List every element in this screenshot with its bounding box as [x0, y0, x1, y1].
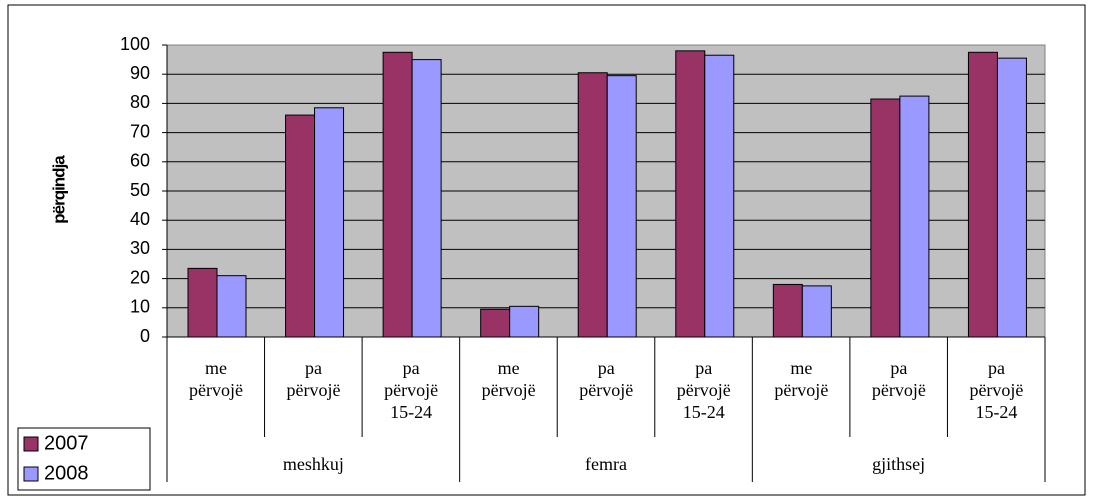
legend-label: 2007: [44, 432, 89, 454]
bar: [675, 50, 706, 338]
group-label: femra: [585, 454, 627, 474]
bar: [480, 308, 511, 338]
bar: [285, 114, 316, 338]
legend-label: 2008: [44, 462, 89, 484]
y-tick-label: 70: [130, 121, 150, 141]
y-tick-label: 10: [130, 297, 150, 317]
bar: [870, 98, 901, 338]
x-tick-label: pa përvojë 15-24: [676, 358, 731, 422]
y-tick-label: 30: [130, 238, 150, 258]
legend-swatch: [23, 436, 39, 452]
legend-box: [17, 427, 151, 491]
x-tick-label: me përvojë: [189, 358, 243, 400]
bar: [187, 267, 218, 338]
x-tick-label: me përvojë: [774, 358, 829, 400]
y-axis-label: përqindja: [49, 155, 68, 224]
bar: [382, 51, 413, 338]
x-tick-label: pa përvojë: [871, 358, 926, 400]
y-tick-label: 90: [130, 63, 150, 83]
legend-swatch: [23, 466, 39, 482]
y-tick-label: 50: [130, 180, 150, 200]
bar: [899, 95, 930, 338]
x-tick-label: pa përvojë 15-24: [969, 358, 1024, 422]
bar: [801, 285, 832, 338]
group-label: meshkuj: [283, 454, 344, 474]
y-tick-label: 60: [130, 151, 150, 171]
bar: [996, 57, 1027, 338]
bar: [216, 275, 247, 338]
bar: [411, 59, 442, 338]
x-tick-label: pa përvojë: [579, 358, 634, 400]
bar: [967, 51, 998, 338]
y-tick-label: 100: [120, 34, 150, 54]
bar: [577, 72, 608, 338]
group-label: gjithsej: [872, 454, 925, 474]
bar: [314, 107, 345, 338]
bar: [606, 75, 637, 338]
y-tick-label: 80: [130, 92, 150, 112]
y-tick-label: 0: [140, 326, 150, 346]
bar: [772, 283, 803, 338]
x-tick-label: pa përvojë 15-24: [384, 358, 439, 422]
x-tick-label: me përvojë: [481, 358, 536, 400]
x-tick-label: pa përvojë: [286, 358, 341, 400]
y-tick-label: 20: [130, 267, 150, 287]
y-tick-label: 40: [130, 209, 150, 229]
bar: [509, 305, 540, 338]
bar: [704, 54, 735, 338]
